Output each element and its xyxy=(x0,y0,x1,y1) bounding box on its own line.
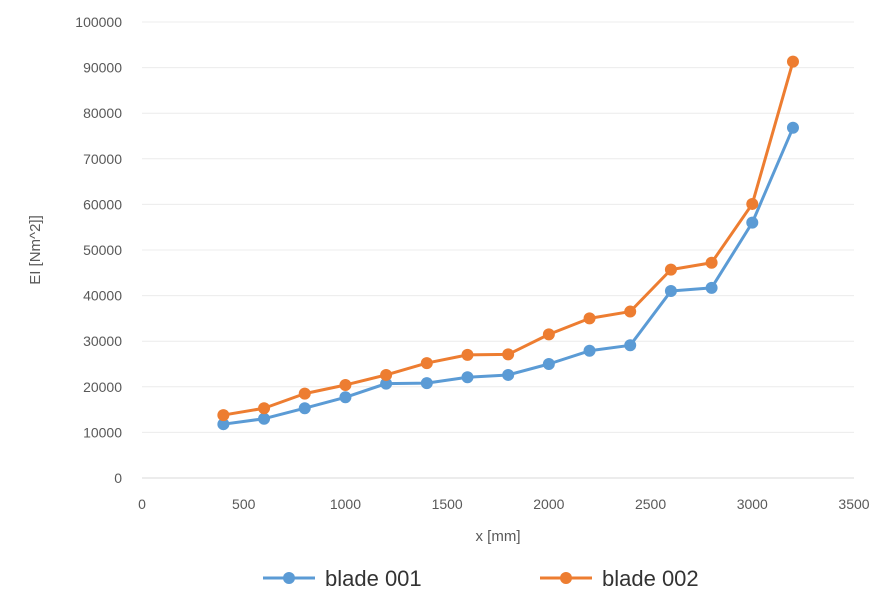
data-point xyxy=(339,391,352,404)
data-point xyxy=(258,412,271,425)
y-tick-label: 80000 xyxy=(83,105,122,121)
x-tick-label: 0 xyxy=(138,496,146,512)
x-tick-label: 500 xyxy=(232,496,256,512)
data-point xyxy=(746,197,759,210)
legend-swatch-marker xyxy=(283,572,295,584)
y-tick-label: 10000 xyxy=(83,424,122,440)
x-axis-tick-labels: 0 500 1000 1500 2000 2500 3000 3500 xyxy=(138,496,870,512)
x-tick-label: 1500 xyxy=(432,496,463,512)
data-point xyxy=(705,281,718,294)
data-point xyxy=(624,305,637,318)
data-point xyxy=(705,256,718,269)
y-tick-label: 90000 xyxy=(83,60,122,76)
x-tick-label: 3000 xyxy=(737,496,768,512)
data-point xyxy=(746,216,759,229)
x-tick-label: 2500 xyxy=(635,496,666,512)
y-tick-label: 70000 xyxy=(83,151,122,167)
legend-item-1: blade 001 xyxy=(263,566,422,590)
x-tick-label: 1000 xyxy=(330,496,361,512)
series-2 xyxy=(217,55,799,422)
data-point xyxy=(461,371,474,384)
data-point xyxy=(664,285,677,298)
x-axis-title: x [mm] xyxy=(476,528,521,545)
data-point xyxy=(298,387,311,400)
data-point xyxy=(583,344,596,357)
series-line xyxy=(221,60,795,417)
data-point xyxy=(298,402,311,415)
y-tick-label: 40000 xyxy=(83,288,122,304)
data-point xyxy=(583,312,596,325)
legend-label: blade 001 xyxy=(325,566,422,590)
data-point xyxy=(542,358,555,370)
data-point xyxy=(380,368,393,381)
series-1 xyxy=(217,121,799,431)
y-axis-tick-labels: 0 10000 20000 30000 40000 50000 60000 70000 8000… xyxy=(75,14,122,486)
legend-item-2: blade 002 xyxy=(540,566,699,590)
series-layer xyxy=(217,55,799,431)
data-point xyxy=(786,121,799,134)
data-point xyxy=(624,339,637,352)
x-tick-label: 3500 xyxy=(838,496,869,512)
x-tick-label: 2000 xyxy=(533,496,564,512)
y-axis-title: EI [Nm^2]] xyxy=(27,215,44,285)
legend: blade 001 blade 002 xyxy=(263,566,699,590)
data-point xyxy=(461,348,474,361)
data-point xyxy=(420,357,433,370)
y-tick-label: 60000 xyxy=(83,196,122,212)
data-point xyxy=(339,378,352,391)
data-point xyxy=(664,263,677,276)
data-point xyxy=(380,377,393,390)
y-tick-label: 20000 xyxy=(83,379,122,395)
y-tick-label: 0 xyxy=(114,470,122,486)
gridlines xyxy=(142,21,854,433)
data-point xyxy=(542,328,555,341)
y-tick-label: 100000 xyxy=(75,14,122,30)
data-point xyxy=(217,409,230,422)
legend-label: blade 002 xyxy=(602,566,699,590)
data-point xyxy=(258,402,271,415)
data-point xyxy=(502,368,515,381)
data-point xyxy=(420,377,433,390)
data-point xyxy=(786,55,799,68)
y-tick-label: 50000 xyxy=(83,242,122,258)
legend-swatch-marker xyxy=(560,572,572,584)
data-point xyxy=(502,348,515,361)
data-point xyxy=(217,418,230,431)
y-tick-label: 30000 xyxy=(83,333,122,349)
